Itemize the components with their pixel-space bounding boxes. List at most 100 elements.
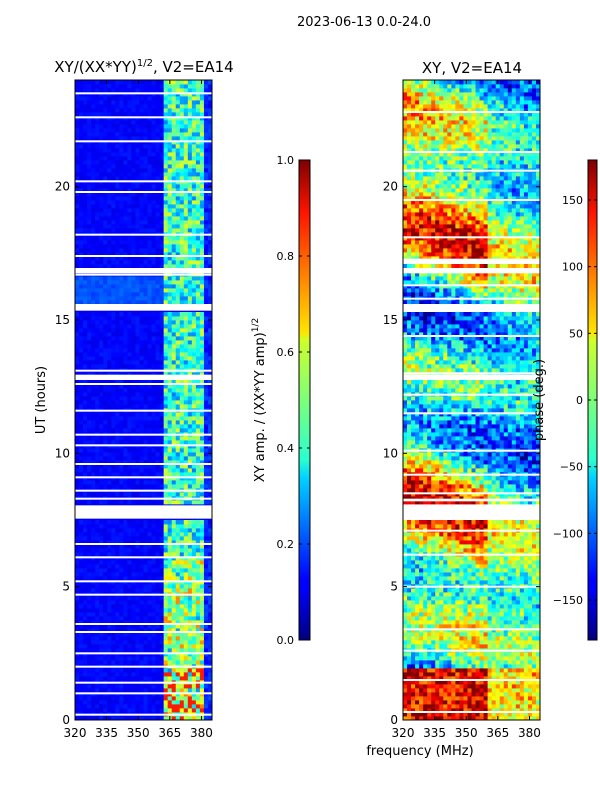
amplitude-cell <box>207 656 212 661</box>
amplitude-cell <box>87 536 92 541</box>
amplitude-cell <box>167 668 173 673</box>
amplitude-cell <box>127 256 132 261</box>
amplitude-cell <box>163 604 169 609</box>
amplitude-cell <box>183 436 189 441</box>
amplitude-cell <box>175 148 181 153</box>
amplitude-cell <box>159 292 165 297</box>
amplitude-cell <box>103 600 108 605</box>
amplitude-cell <box>151 548 156 553</box>
amplitude-cell <box>87 568 92 573</box>
amplitude-cell <box>199 204 205 209</box>
amplitude-cell <box>179 616 185 621</box>
amplitude-cell <box>135 520 140 525</box>
amplitude-cell <box>131 324 136 329</box>
amplitude-cell <box>175 160 181 165</box>
amplitude-cell <box>191 540 197 545</box>
amplitude-cell <box>203 560 209 565</box>
amplitude-cell <box>167 632 173 637</box>
amplitude-cell <box>79 204 84 209</box>
amplitude-cell <box>135 356 140 361</box>
amplitude-cell <box>171 700 177 705</box>
amplitude-cell <box>119 296 124 301</box>
amplitude-cell <box>179 192 185 197</box>
amplitude-cell <box>123 176 128 181</box>
amplitude-cell <box>119 336 124 341</box>
amplitude-cell <box>87 236 92 241</box>
amplitude-cell <box>111 520 116 525</box>
amplitude-cell <box>195 400 201 405</box>
amplitude-cell <box>107 340 112 345</box>
amplitude-cell <box>195 600 201 605</box>
amplitude-cell <box>103 284 108 289</box>
amplitude-cell <box>151 236 156 241</box>
amplitude-cell <box>207 552 212 557</box>
amplitude-cell <box>123 456 128 461</box>
amplitude-cell <box>107 300 112 305</box>
amplitude-cell <box>175 640 181 645</box>
amplitude-cell <box>83 624 88 629</box>
amplitude-cell <box>79 372 84 377</box>
amplitude-cell <box>195 288 201 293</box>
amplitude-cell <box>75 240 80 245</box>
amplitude-cell <box>79 528 84 533</box>
amplitude-cell <box>135 436 140 441</box>
amplitude-cell <box>195 212 201 217</box>
amplitude-cell <box>203 128 209 133</box>
amplitude-cell <box>155 312 161 317</box>
amplitude-cell <box>163 464 169 469</box>
amplitude-cell <box>99 492 104 497</box>
amplitude-cell <box>143 412 148 417</box>
amplitude-cell <box>131 600 136 605</box>
amplitude-cell <box>155 288 161 293</box>
amplitude-cell <box>163 128 169 133</box>
amplitude-cell <box>163 240 169 245</box>
amplitude-cell <box>147 132 152 137</box>
amplitude-cell <box>199 280 205 285</box>
amplitude-cell <box>207 480 212 485</box>
amplitude-cell <box>183 480 189 485</box>
amplitude-cell <box>155 156 161 161</box>
amplitude-cell <box>147 448 152 453</box>
amplitude-cell <box>99 412 104 417</box>
amplitude-cell <box>143 384 148 389</box>
amplitude-cell <box>123 108 128 113</box>
amplitude-cell <box>75 236 80 241</box>
amplitude-cell <box>195 500 201 505</box>
amplitude-cell <box>155 452 161 457</box>
amplitude-cell <box>135 136 140 141</box>
amplitude-cell <box>195 412 201 417</box>
amplitude-cell <box>171 716 177 720</box>
amplitude-cell <box>139 288 144 293</box>
amplitude-cell <box>83 112 88 117</box>
amplitude-cell <box>103 532 108 537</box>
amplitude-cell <box>99 688 104 693</box>
amplitude-cell <box>175 624 181 629</box>
amplitude-cell <box>159 312 165 317</box>
amplitude-cell <box>123 396 128 401</box>
amplitude-cell <box>171 456 177 461</box>
amplitude-cell <box>151 316 156 321</box>
amplitude-cell <box>75 436 80 441</box>
amplitude-cell <box>103 236 108 241</box>
amplitude-cell <box>199 300 205 305</box>
amplitude-cell <box>139 364 144 369</box>
amplitude-cell <box>103 688 108 693</box>
amplitude-cell <box>119 216 124 221</box>
amplitude-cell <box>115 320 120 325</box>
amplitude-cell <box>111 644 116 649</box>
amplitude-cell <box>91 660 96 665</box>
amplitude-cell <box>75 228 80 233</box>
amplitude-cell <box>107 164 112 169</box>
amplitude-cell <box>75 360 80 365</box>
amplitude-cell <box>131 280 136 285</box>
amplitude-cell <box>127 716 132 720</box>
amplitude-cell <box>187 672 193 677</box>
amplitude-cell <box>195 384 201 389</box>
amplitude-cell <box>107 332 112 337</box>
amplitude-cell <box>191 616 197 621</box>
amplitude-cell <box>203 532 209 537</box>
amplitude-cell <box>99 588 104 593</box>
amplitude-cell <box>191 604 197 609</box>
amplitude-cell <box>75 288 80 293</box>
amplitude-cell <box>87 524 92 529</box>
